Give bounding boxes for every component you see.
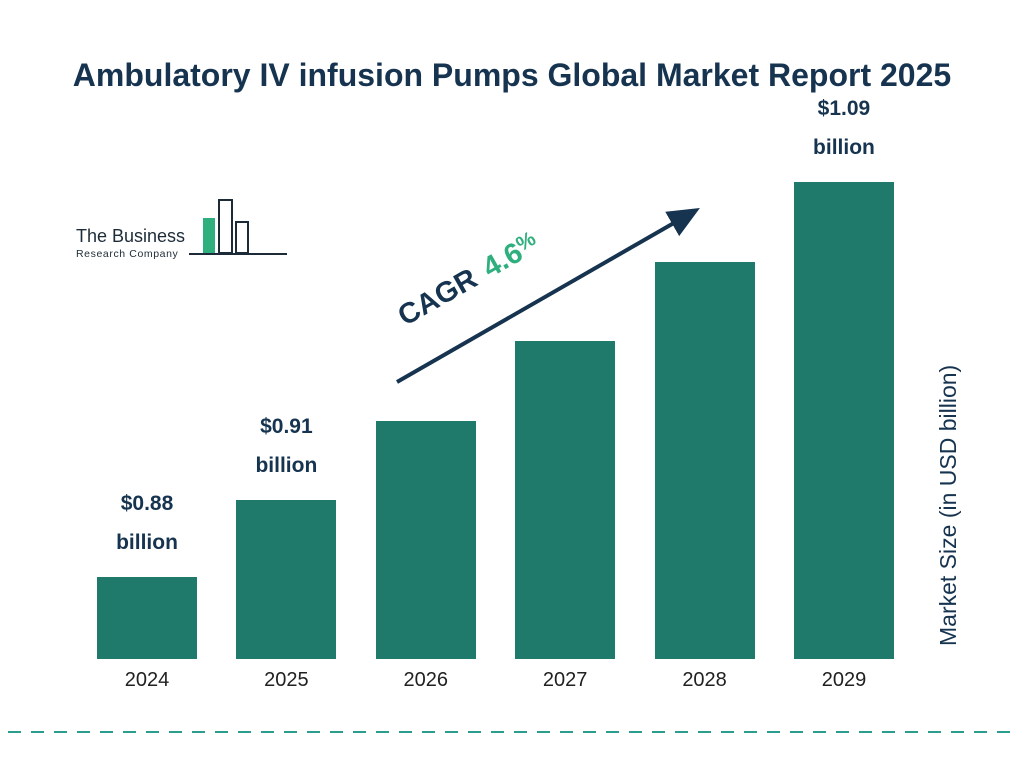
bar-2028 [654, 262, 755, 659]
bar-column-2029: $1.09 billion 2029 [793, 97, 894, 691]
bar-2029 [793, 182, 894, 659]
year-label-2028: 2028 [682, 669, 727, 691]
bar-column-2027: 2027 [515, 182, 616, 691]
cagr-trend-arrow [396, 208, 700, 384]
year-label-2025: 2025 [264, 669, 309, 691]
y-axis-label: Market Size (in USD billion) [935, 364, 961, 646]
bar-2024 [97, 577, 197, 659]
value-label-2029: $1.09 billion [813, 97, 875, 160]
year-label-2026: 2026 [403, 669, 449, 691]
value-label-2024: $0.88 billion [116, 492, 178, 555]
logo-text: The Business Research Company [76, 226, 185, 260]
bar-chart: $0.88 billion 2024 $0.91 billion 2025 2026 20… [97, 97, 894, 691]
bar-2027 [515, 341, 616, 659]
logo-bar-chart-icon [189, 199, 288, 255]
logo-subname: Research Company [76, 248, 179, 260]
bar-2026 [375, 421, 476, 659]
year-label-2024: 2024 [124, 669, 170, 691]
year-label-2029: 2029 [821, 669, 867, 691]
bar-2025 [236, 500, 337, 659]
bar-column-2025: $0.91 billion 2025 [236, 182, 337, 691]
bar-column-2026: 2026 [375, 182, 476, 691]
company-logo: The Business Research Company [76, 196, 289, 260]
value-label-2025: $0.91 billion [255, 415, 318, 478]
page-title: Ambulatory IV infusion Pumps Global Mark… [72, 57, 952, 94]
bar-column-2024: $0.88 billion 2024 [97, 182, 197, 691]
year-label-2027: 2027 [542, 669, 588, 691]
bottom-dashed-divider [8, 731, 1016, 733]
bar-column-2028: 2028 [654, 182, 755, 691]
logo-name: The Business [76, 226, 186, 246]
